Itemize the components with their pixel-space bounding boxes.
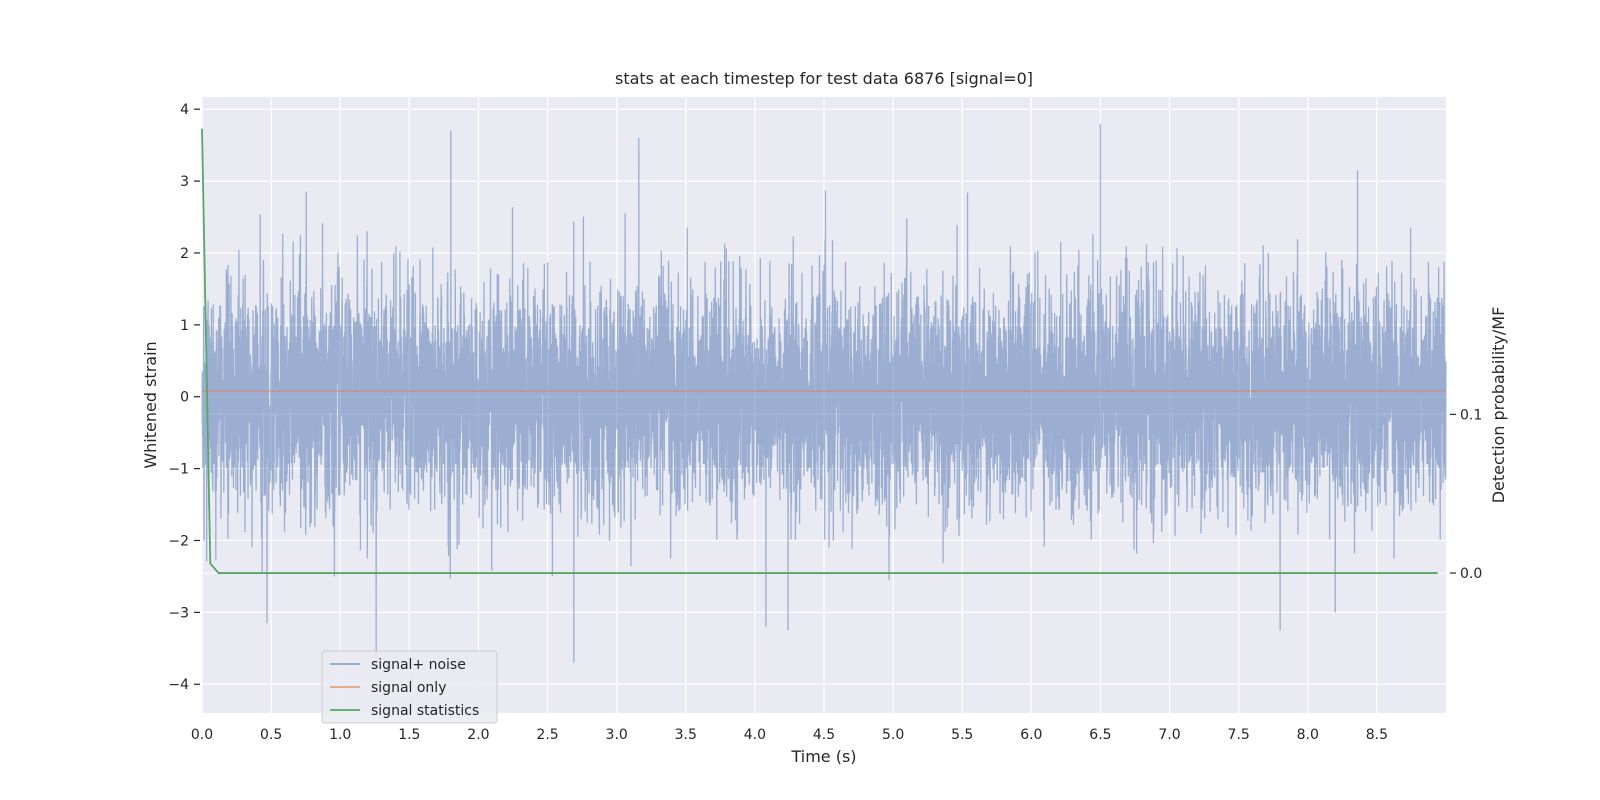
x-tick-label: 5.5 xyxy=(951,727,973,743)
y-tick-label: 0 xyxy=(180,390,189,406)
y-tick-label: −3 xyxy=(168,605,189,621)
x-tick-label: 2.5 xyxy=(536,727,558,743)
series-signal-plus-noise xyxy=(201,123,1447,663)
x-tick-label: 2.0 xyxy=(467,727,489,743)
x-tick-label: 0.0 xyxy=(191,727,213,743)
x-tick-label: 6.0 xyxy=(1020,727,1042,743)
x-tick-label: 8.5 xyxy=(1366,727,1388,743)
x-tick-label: 1.5 xyxy=(398,727,420,743)
legend-label-signal-only: signal only xyxy=(371,680,446,696)
x-tick-label: 3.5 xyxy=(675,727,697,743)
x-axis-title: Time (s) xyxy=(790,747,856,766)
y-tick-label: −1 xyxy=(168,462,189,478)
y-axis-title: Whitened strain xyxy=(141,341,160,468)
x-tick-label: 1.0 xyxy=(329,727,351,743)
x-tick-label: 3.0 xyxy=(606,727,628,743)
y2-tick-label: 0.1 xyxy=(1460,407,1482,423)
x-tick-label: 8.0 xyxy=(1297,727,1319,743)
plot-layer xyxy=(201,123,1447,663)
y-tick-label: −2 xyxy=(168,533,189,549)
x-tick-label: 0.5 xyxy=(260,727,282,743)
y2-tick-label: 0.0 xyxy=(1460,566,1482,582)
legend-box xyxy=(321,650,498,724)
y-tick-label: 1 xyxy=(180,318,189,334)
x-tick-label: 4.0 xyxy=(744,727,766,743)
y-tick-label: 2 xyxy=(180,246,189,262)
x-tick-label: 7.0 xyxy=(1158,727,1180,743)
y-tick-label: 4 xyxy=(180,102,189,118)
legend-label-signal-statistics: signal statistics xyxy=(371,703,479,719)
legend: signal+ noise signal only signal statist… xyxy=(321,650,498,724)
axes-layer: 0.0 0.5 1.0 1.5 2.0 2.5 3.0 3.5 4.0 4.5 5.0 5.5 6.0 6… xyxy=(168,102,1482,743)
series-signal-statistics xyxy=(201,128,1438,574)
x-tick-label: 7.5 xyxy=(1228,727,1250,743)
x-tick-label: 4.5 xyxy=(813,727,835,743)
x-tick-label: 6.5 xyxy=(1089,727,1111,743)
chart-title: stats at each timestep for test data 687… xyxy=(615,69,1033,88)
y-tick-label: −4 xyxy=(168,677,189,693)
y-tick-label: 3 xyxy=(180,174,189,190)
x-tick-label: 5.0 xyxy=(882,727,904,743)
y2-axis-title: Detection probability/MF xyxy=(1489,307,1508,504)
legend-label-signal-plus-noise: signal+ noise xyxy=(371,657,466,673)
